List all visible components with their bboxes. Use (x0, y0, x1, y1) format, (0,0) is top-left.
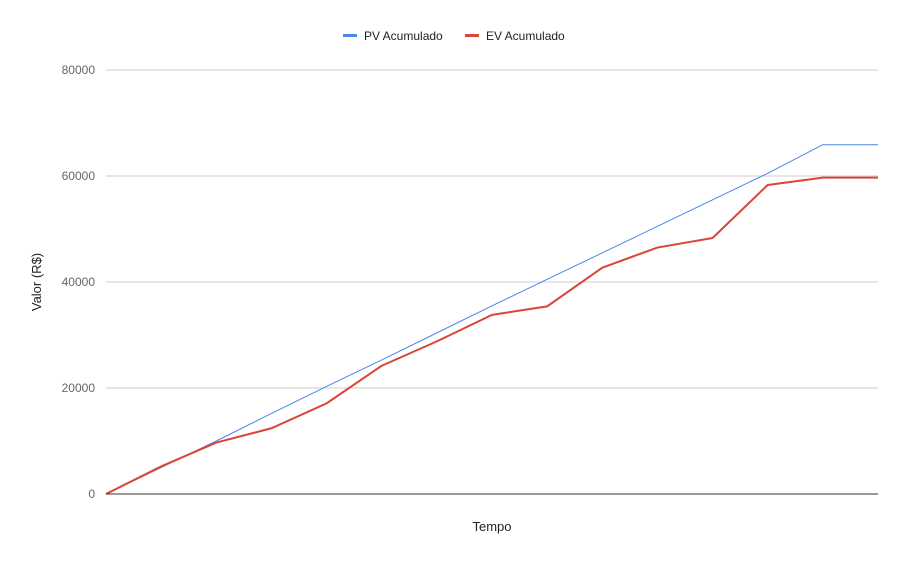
legend-label: EV Acumulado (486, 29, 565, 43)
gridlines (106, 69, 878, 389)
series-line-0 (105, 144, 878, 495)
y-tick-label: 40000 (62, 275, 96, 289)
y-axis-ticks: 0 20000 40000 60000 80000 (62, 63, 96, 501)
legend-swatch (465, 34, 479, 37)
legend-label: PV Acumulado (364, 29, 443, 43)
series-line-1 (105, 176, 878, 495)
legend-swatch (343, 34, 357, 37)
x-axis-title: Tempo (472, 519, 511, 534)
y-axis-title: Valor (R$) (29, 253, 44, 311)
y-tick-label: 80000 (62, 63, 96, 77)
y-tick-label: 0 (88, 487, 95, 501)
legend: PV Acumulado EV Acumulado (343, 29, 565, 43)
y-tick-label: 60000 (62, 169, 96, 183)
y-tick-label: 20000 (62, 381, 96, 395)
series-lines (105, 144, 878, 495)
